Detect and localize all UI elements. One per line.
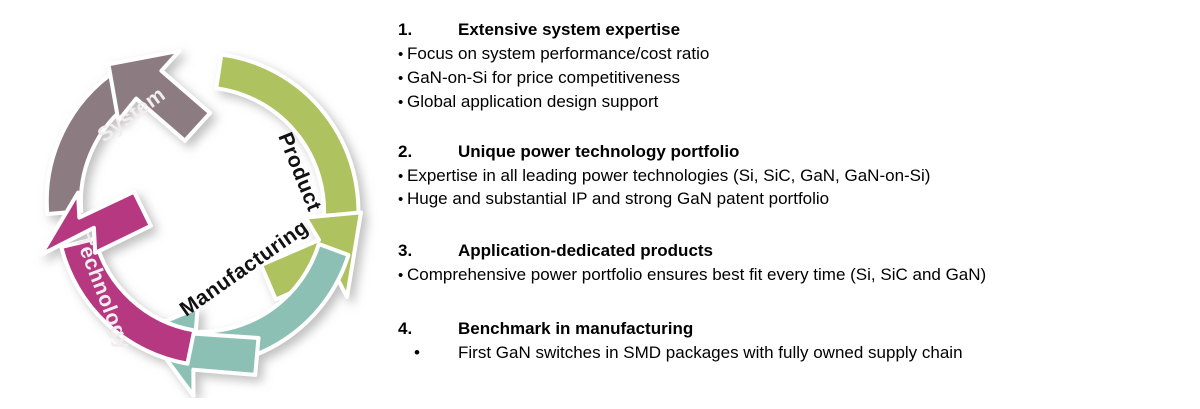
cycle-arrowhead-system [106, 48, 213, 143]
bullet-icon: • [398, 69, 404, 87]
item-number: 2. [398, 141, 413, 161]
bullet-icon: • [414, 343, 420, 363]
item-heading: 3. Application-dedicated products [398, 239, 1178, 263]
benefits-list: 1. Extensive system expertise • Focus on… [398, 18, 1178, 371]
item-number: 1. [398, 20, 413, 39]
bullet-row: • GaN-on-Si for price competitiveness [398, 66, 1178, 90]
item-number: 4. [398, 319, 413, 339]
item-heading: 1. Extensive system expertise [398, 18, 1178, 42]
bullet-icon: • [398, 46, 404, 64]
cycle-diagram: System Product Manufacturing Technology [20, 18, 390, 398]
bullet-icon: • [398, 267, 404, 285]
bullet-text: Focus on system performance/cost ratio [407, 44, 710, 64]
item-heading-text: Application-dedicated products [458, 241, 714, 261]
bullet-row: • Huge and substantial IP and strong GaN… [398, 187, 1178, 211]
cycle-segment-technology [59, 236, 197, 366]
list-item: 1. Extensive system expertise • Focus on… [398, 18, 1178, 114]
bullet-row: • Comprehensive power portfolio ensures … [398, 263, 1178, 287]
list-item: 3. Application-dedicated products • Comp… [398, 239, 1178, 287]
list-item: 2. Unique power technology portfolio • E… [398, 140, 1178, 212]
bullet-text: Huge and substantial IP and strong GaN p… [407, 189, 830, 209]
cycle-arrowhead-product [259, 210, 363, 302]
bullet-row: • Focus on system performance/cost ratio [398, 42, 1178, 66]
bullet-icon: • [398, 191, 404, 209]
bullet-icon: • [398, 93, 404, 111]
bullet-text: Global application design support [407, 91, 659, 111]
bullet-icon: • [398, 167, 404, 185]
bullet-text: GaN-on-Si for price competitiveness [407, 67, 681, 87]
list-item: 4. Benchmark in manufacturing • First Ga… [398, 317, 1178, 365]
item-heading-text: Benchmark in manufacturing [458, 319, 694, 339]
item-heading-text: Unique power technology portfolio [458, 141, 740, 161]
bullet-text: Comprehensive power portfolio ensures be… [407, 265, 987, 285]
item-heading: 2. Unique power technology portfolio [398, 140, 1178, 164]
bullet-text: First GaN switches in SMD packages with … [458, 343, 963, 363]
bullet-row: • Expertise in all leading power technol… [398, 164, 1178, 188]
cycle-arrowhead-technology [39, 189, 153, 257]
item-number: 3. [398, 241, 413, 261]
bullet-text: Expertise in all leading power technolog… [407, 165, 931, 185]
item-heading: 4. Benchmark in manufacturing [398, 317, 1178, 341]
bullet-row: • Global application design support [398, 90, 1178, 114]
bullet-row: • First GaN switches in SMD packages wit… [398, 341, 1178, 365]
item-heading-text: Extensive system expertise [458, 20, 681, 39]
